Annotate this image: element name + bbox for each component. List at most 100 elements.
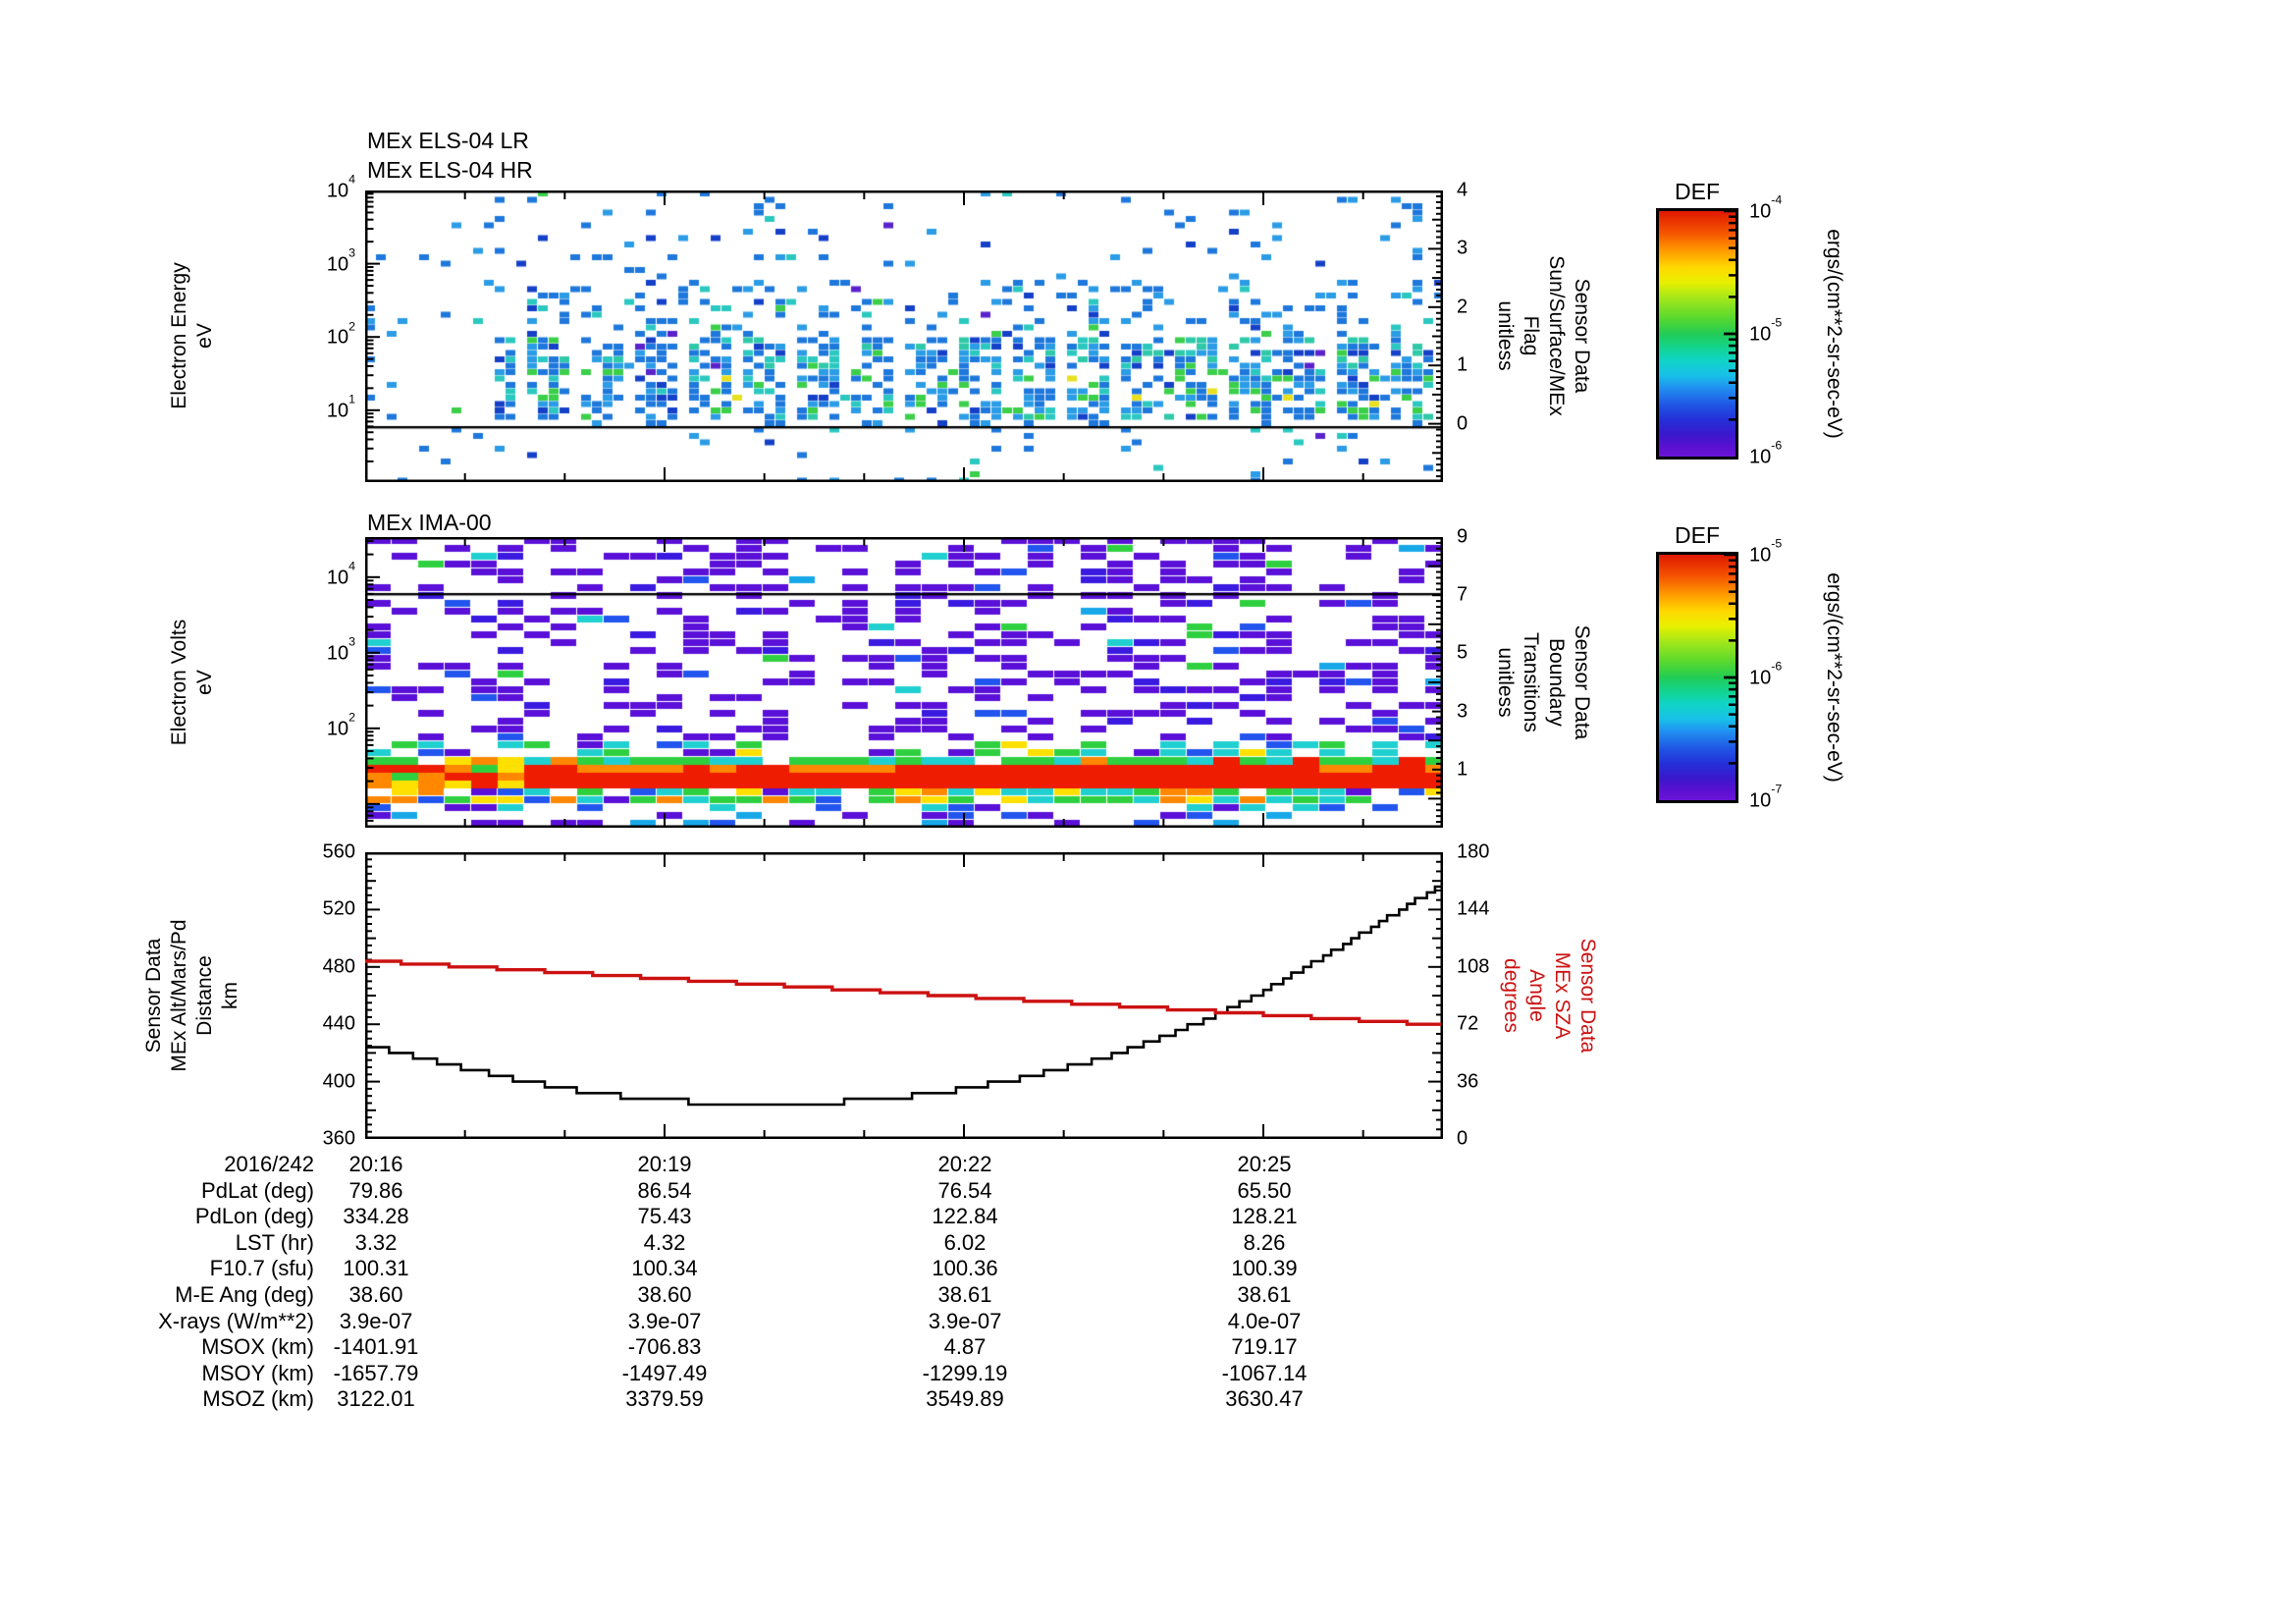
els-title-line1: MEx ELS-04 LR <box>367 128 529 153</box>
line-right-tick-label: 36 <box>1457 1070 1479 1093</box>
line-ylabel: Sensor Data MEx Alt/Mars/Pd Distance km <box>142 919 241 1072</box>
table-row-label: MSOY (km) <box>201 1360 314 1385</box>
line-right-tick-label: 180 <box>1457 840 1490 863</box>
ima-right-tick-label: 9 <box>1457 525 1468 548</box>
table-cell: 8.26 <box>1243 1229 1286 1255</box>
els-title-line2: MEx ELS-04 HR <box>367 157 533 183</box>
els-ylabel: Electron Energy eV <box>168 262 216 409</box>
ima-ytick-label: 103 <box>326 634 355 665</box>
els-right-tick-label: 1 <box>1457 353 1468 376</box>
table-cell: 3.9e-07 <box>928 1308 1002 1333</box>
table-cell: 76.54 <box>937 1177 992 1203</box>
els-right-tick-label: 0 <box>1457 412 1468 435</box>
els-colorbar-ticks <box>1724 209 1735 421</box>
table-row-label: MSOZ (km) <box>202 1386 314 1412</box>
table-cell: -1067.14 <box>1221 1360 1308 1385</box>
table-cell: 100.36 <box>932 1256 998 1281</box>
ima-ylabel: Electron Volts eV <box>168 619 216 746</box>
table-cell: 3.9e-07 <box>627 1308 702 1333</box>
table-cell: -1299.19 <box>922 1360 1008 1385</box>
line-right-axis-label: Sensor Data MEx SZA Angle degrees <box>1500 938 1599 1054</box>
table-cell: 100.34 <box>631 1256 698 1281</box>
table-cell: -706.83 <box>627 1334 702 1360</box>
els-right-tick-label: 4 <box>1457 179 1468 201</box>
line-right-tick-label: 72 <box>1457 1012 1479 1035</box>
els-colorbar-unit: ergs/(cm**2-sr-sec-eV) <box>1823 229 1845 439</box>
date-label: 2016/242 <box>224 1152 314 1176</box>
table-cell: 100.39 <box>1231 1256 1298 1281</box>
time-tick-label: 20:16 <box>348 1152 403 1176</box>
table-cell: 6.02 <box>943 1229 987 1255</box>
els-colorbar-title: DEF <box>1675 179 1720 204</box>
table-cell: -1657.79 <box>333 1360 419 1385</box>
table-cell: 3.9e-07 <box>339 1308 413 1333</box>
table-cell: 79.86 <box>348 1177 403 1203</box>
table-cell: 3.32 <box>354 1229 398 1255</box>
line-ytick-label: 440 <box>322 1012 355 1035</box>
ima-colorbar-ticks <box>1724 553 1735 765</box>
table-cell: 4.32 <box>643 1229 686 1255</box>
els-right-axis-label: Sensor Data Sun/Surface/MEx Flag unitles… <box>1494 255 1593 416</box>
table-cell: 4.0e-07 <box>1227 1308 1302 1333</box>
els-spectrogram <box>365 190 1443 482</box>
table-cell: 65.50 <box>1237 1177 1292 1203</box>
table-cell: 38.61 <box>1237 1282 1292 1307</box>
table-cell: -1401.91 <box>333 1334 419 1360</box>
els-right-tick-label: 2 <box>1457 296 1468 318</box>
time-tick-label: 20:25 <box>1237 1152 1292 1176</box>
table-row-label: MSOX (km) <box>201 1334 314 1360</box>
els-ytick-label: 101 <box>326 392 355 422</box>
table-cell: 75.43 <box>637 1204 692 1229</box>
ima-ytick-label: 104 <box>326 559 355 589</box>
table-cell: 334.28 <box>343 1204 409 1229</box>
table-row-label: F10.7 (sfu) <box>209 1256 314 1281</box>
table-row-label: PdLat (deg) <box>201 1177 314 1203</box>
table-cell: 128.21 <box>1231 1204 1298 1229</box>
line-right-tick-label: 108 <box>1457 955 1490 978</box>
line-ytick-label: 480 <box>322 955 355 978</box>
els-ytick-label: 104 <box>326 173 355 202</box>
table-cell: 719.17 <box>1231 1334 1298 1360</box>
time-tick-label: 20:22 <box>937 1152 992 1176</box>
line-ytick-label: 520 <box>322 897 355 920</box>
ima-right-tick-label: 5 <box>1457 641 1468 664</box>
line-ytick-label: 400 <box>322 1070 355 1093</box>
ima-ytick-label: 102 <box>326 710 355 740</box>
table-cell: 4.87 <box>943 1334 987 1360</box>
line-ytick-label: 560 <box>322 840 355 863</box>
line-right-tick-label: 144 <box>1457 897 1490 920</box>
ima-right-tick-label: 3 <box>1457 700 1468 723</box>
ima-colorbar-tick-label: 10-6 <box>1749 660 1783 689</box>
ima-spectrogram <box>365 537 1443 828</box>
table-cell: 86.54 <box>637 1177 692 1203</box>
line-right-tick-label: 0 <box>1457 1127 1468 1150</box>
table-cell: 122.84 <box>932 1204 998 1229</box>
els-panel-title: MEx ELS-04 LR MEx ELS-04 HR <box>367 126 533 185</box>
table-cell: 38.61 <box>937 1282 992 1307</box>
table-cell: 3122.01 <box>337 1386 415 1412</box>
ima-right-tick-label: 1 <box>1457 758 1468 781</box>
ima-axes-overlay <box>365 537 1443 828</box>
ima-right-axis-label: Sensor Data Boundary Transitions unitles… <box>1494 624 1593 740</box>
els-colorbar-tick-label: 10-4 <box>1749 193 1783 223</box>
ima-colorbar-tick-label: 10-5 <box>1749 537 1783 567</box>
table-cell: -1497.49 <box>621 1360 708 1385</box>
table-cell: 100.31 <box>343 1256 409 1281</box>
table-cell: 38.60 <box>637 1282 692 1307</box>
table-cell: 3630.47 <box>1225 1386 1304 1412</box>
table-cell: 3549.89 <box>926 1386 1004 1412</box>
els-colorbar-tick-label: 10-5 <box>1749 316 1783 346</box>
table-row-label: X-rays (W/m**2) <box>158 1308 314 1333</box>
line-ytick-label: 360 <box>322 1127 355 1150</box>
table-cell: 3379.59 <box>625 1386 704 1412</box>
els-right-tick-label: 3 <box>1457 237 1468 259</box>
ima-colorbar-tick-label: 10-7 <box>1749 783 1783 812</box>
ima-colorbar-unit: ergs/(cm**2-sr-sec-eV) <box>1823 572 1845 783</box>
els-ytick-label: 103 <box>326 245 355 275</box>
altitude-sza-plot <box>365 852 1443 1139</box>
time-tick-label: 20:19 <box>637 1152 692 1176</box>
els-axes-overlay <box>365 190 1443 482</box>
els-ytick-label: 102 <box>326 319 355 349</box>
ima-colorbar-title: DEF <box>1675 522 1720 548</box>
